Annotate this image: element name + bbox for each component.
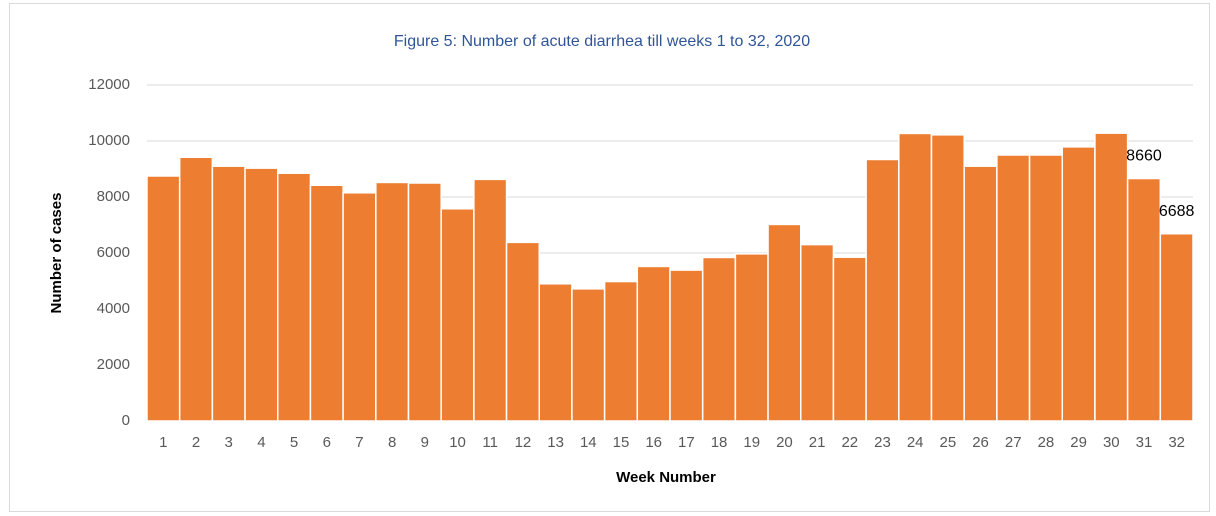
- bar: [309, 184, 344, 422]
- bar: [178, 156, 214, 422]
- bar: [277, 172, 312, 422]
- bar: [1061, 146, 1096, 422]
- bar: [996, 154, 1031, 422]
- bar: [211, 165, 246, 422]
- bar: [407, 182, 442, 422]
- x-tick-label: 13: [547, 434, 564, 451]
- x-tick-label: 20: [776, 434, 793, 451]
- x-tick-label: 8: [388, 434, 396, 451]
- x-tick-label: 3: [225, 434, 233, 451]
- bar: [1094, 132, 1129, 422]
- x-tick-label: 26: [972, 434, 989, 451]
- bar: [375, 181, 410, 422]
- x-tick-label: 17: [678, 434, 695, 451]
- x-tick-label: 22: [841, 434, 858, 451]
- bar: [244, 167, 279, 422]
- x-tick-label: 12: [515, 434, 532, 451]
- x-tick-label: 15: [613, 434, 630, 451]
- x-tick-label: 29: [1070, 434, 1087, 451]
- bar: [734, 253, 769, 422]
- x-tick-label: 16: [645, 434, 662, 451]
- x-tick-label: 23: [874, 434, 891, 451]
- y-tick-label: 2000: [97, 356, 130, 373]
- x-tick-label: 32: [1168, 434, 1185, 451]
- x-tick-label: 2: [192, 434, 200, 451]
- y-tick-label: 0: [122, 412, 130, 429]
- data-label: 6688: [1159, 203, 1195, 220]
- bar: [898, 132, 933, 422]
- x-tick-label: 28: [1038, 434, 1055, 451]
- bar: [1028, 154, 1063, 422]
- x-tick-label: 11: [482, 434, 498, 451]
- x-tick-label: 1: [159, 434, 167, 451]
- bar: [342, 192, 377, 422]
- bar: [473, 178, 508, 422]
- y-tick-label: 8000: [97, 188, 130, 205]
- x-tick-label: 14: [580, 434, 597, 451]
- x-tick-label: 4: [257, 434, 265, 451]
- x-axis-title: Week Number: [616, 469, 716, 486]
- x-tick-label: 6: [323, 434, 331, 451]
- bar: [571, 288, 606, 422]
- x-tick-label: 27: [1005, 434, 1022, 451]
- bar: [669, 269, 704, 422]
- x-tick-label: 21: [809, 434, 826, 451]
- bar: [832, 256, 867, 422]
- bar: [701, 256, 737, 422]
- bar: [865, 158, 900, 422]
- x-tick-label: 18: [711, 434, 728, 451]
- y-tick-label: 12000: [88, 76, 130, 93]
- data-label: 8660: [1126, 148, 1162, 165]
- y-tick-label: 4000: [97, 300, 130, 317]
- y-tick-label: 10000: [88, 132, 130, 149]
- x-tick-label: 9: [421, 434, 429, 451]
- x-tick-label: 5: [290, 434, 298, 451]
- bar: [440, 208, 475, 422]
- bar: [636, 265, 671, 422]
- x-tick-label: 31: [1136, 434, 1153, 451]
- chart-title: Figure 5: Number of acute diarrhea till …: [394, 33, 810, 50]
- y-tick-label: 6000: [97, 244, 130, 261]
- bar: [146, 175, 181, 422]
- bar: [603, 280, 639, 422]
- bar: [963, 165, 998, 422]
- bar: [800, 243, 835, 422]
- bar: [538, 283, 573, 422]
- bar: [505, 241, 540, 422]
- x-tick-label: 7: [355, 434, 363, 451]
- bar: [1126, 177, 1162, 422]
- bar: [1159, 232, 1194, 422]
- x-tick-label: 30: [1103, 434, 1120, 451]
- bar: [767, 223, 802, 422]
- x-tick-label: 19: [743, 434, 760, 451]
- x-tick-label: 10: [449, 434, 466, 451]
- bar: [930, 134, 965, 422]
- x-tick-label: 25: [940, 434, 957, 451]
- y-axis-title: Number of cases: [48, 193, 65, 314]
- x-tick-label: 24: [907, 434, 924, 451]
